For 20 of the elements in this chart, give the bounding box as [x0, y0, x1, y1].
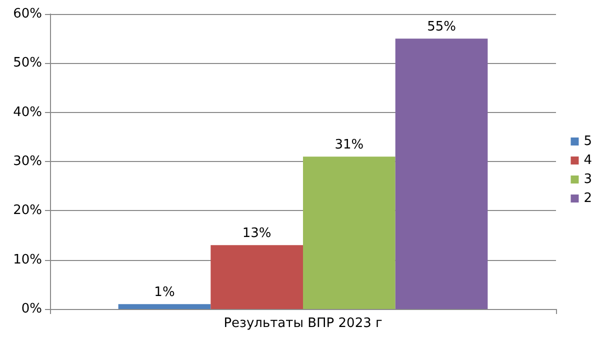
- bar: [118, 304, 211, 309]
- y-tick-label: 50%: [13, 56, 42, 71]
- y-tick-label: 60%: [13, 6, 42, 22]
- y-tick-label: 20%: [13, 203, 42, 218]
- bar: [210, 245, 303, 309]
- y-tick-label: 10%: [13, 252, 42, 268]
- legend-label: 5: [584, 134, 592, 149]
- y-tick-label: 40%: [13, 104, 42, 120]
- bar: [303, 156, 396, 309]
- data-label: 13%: [242, 226, 272, 242]
- legend-label: 2: [584, 191, 592, 206]
- legend-label: 4: [584, 153, 592, 168]
- data-label: 31%: [334, 138, 364, 153]
- data-label: 55%: [427, 20, 456, 35]
- data-label: 1%: [154, 285, 175, 300]
- x-tick-label: Результаты ВПР 2023 г: [224, 316, 382, 331]
- y-tick-label: 0%: [21, 302, 42, 316]
- bar: [395, 38, 488, 309]
- y-tick-label: 30%: [13, 154, 42, 169]
- legend-label: 3: [584, 172, 592, 187]
